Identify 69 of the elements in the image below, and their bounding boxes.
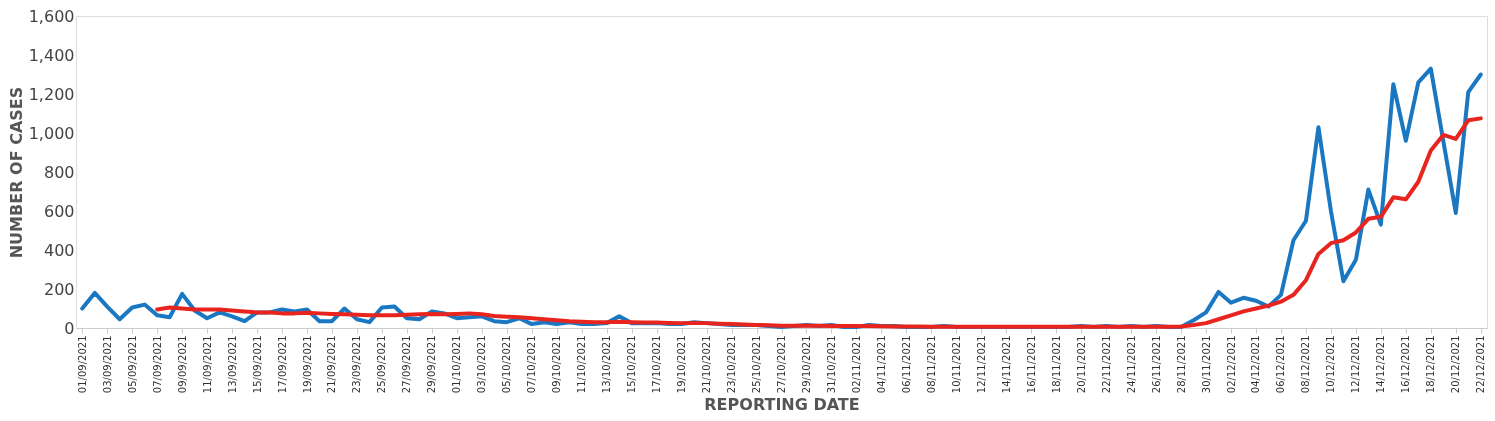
- x-tick-label: 25/10/2021: [751, 335, 763, 394]
- x-tick-label: 07/10/2021: [526, 335, 538, 394]
- x-tick-label: 17/10/2021: [651, 335, 663, 394]
- x-tick-label: 16/12/2021: [1400, 335, 1412, 394]
- y-tick-label: 200: [43, 279, 75, 299]
- y-tick-label: 0: [64, 318, 75, 338]
- x-tick-label: 23/10/2021: [726, 335, 738, 394]
- x-tick-label: 29/09/2021: [426, 335, 438, 394]
- x-tick-label: 08/11/2021: [925, 335, 937, 394]
- x-tick-label: 28/11/2021: [1175, 335, 1187, 394]
- y-tick-label: 400: [43, 240, 75, 260]
- x-tick-label: 05/10/2021: [501, 335, 513, 394]
- x-tick-label: 03/10/2021: [476, 335, 488, 394]
- x-tick-label: 01/10/2021: [451, 335, 463, 394]
- x-tick-label: 27/10/2021: [776, 335, 787, 394]
- x-axis-title: REPORTING DATE: [704, 395, 860, 415]
- x-tick-label: 02/11/2021: [850, 335, 862, 394]
- x-tick-label: 10/12/2021: [1325, 335, 1337, 394]
- line-series: [155, 116, 1483, 329]
- x-tick-label: 26/11/2021: [1150, 335, 1162, 394]
- x-tick-label: 08/12/2021: [1300, 335, 1312, 394]
- y-axis-title: NUMBER OF CASES: [6, 86, 26, 259]
- x-tick-label: 19/09/2021: [301, 335, 313, 394]
- x-tick-label: 21/09/2021: [326, 335, 338, 394]
- x-tick-label: 09/10/2021: [551, 335, 563, 394]
- x-tick-label: 31/10/2021: [825, 335, 837, 394]
- x-tick-label: 24/11/2021: [1125, 335, 1137, 394]
- x-tick-label: 03/09/2021: [101, 335, 113, 394]
- x-tick-label: 02/12/2021: [1225, 335, 1237, 394]
- x-tick-label: 27/09/2021: [401, 335, 413, 394]
- x-tick-label: 17/09/2021: [276, 335, 288, 394]
- y-tick-label: 600: [43, 201, 75, 221]
- x-tick-label: 18/12/2021: [1425, 335, 1437, 394]
- x-tick-label: 07/09/2021: [151, 335, 163, 394]
- y-tick-label: 1,400: [28, 45, 75, 65]
- x-tick-label: 09/09/2021: [176, 335, 188, 394]
- x-tick-label: 13/10/2021: [601, 335, 613, 394]
- x-tick-label: 25/09/2021: [376, 335, 388, 394]
- x-tick-label: 20/12/2021: [1450, 335, 1462, 394]
- x-tick-label: 14/12/2021: [1375, 335, 1387, 394]
- x-tick-label: 05/09/2021: [126, 335, 138, 394]
- x-tick-label: 19/10/2021: [676, 335, 688, 394]
- x-tick-label: 21/10/2021: [701, 335, 713, 394]
- y-tick-label: 1,200: [28, 84, 75, 104]
- y-tick-label: 1,000: [28, 123, 75, 143]
- x-tick-label: 01/09/2021: [76, 335, 88, 394]
- x-tick-label: 10/11/2021: [950, 335, 962, 394]
- x-tick-label: 12/11/2021: [975, 335, 987, 394]
- x-tick-label: 06/12/2021: [1275, 335, 1287, 394]
- x-tick-label: 04/11/2021: [875, 335, 887, 394]
- x-tick-label: 11/09/2021: [201, 335, 213, 394]
- x-tick-label: 15/09/2021: [251, 335, 263, 394]
- x-tick-label: 30/11/2021: [1200, 335, 1212, 394]
- x-tick-label: 06/11/2021: [900, 335, 912, 394]
- x-tick-label: 18/11/2021: [1050, 335, 1062, 394]
- x-tick-label: 23/09/2021: [351, 335, 363, 394]
- x-tick-label: 29/10/2021: [800, 335, 812, 394]
- x-tick-label: 04/12/2021: [1250, 335, 1262, 394]
- x-tick-label: 14/11/2021: [1000, 335, 1012, 394]
- y-tick-label: 800: [43, 162, 75, 182]
- x-tick-label: 22/11/2021: [1100, 335, 1112, 394]
- x-tick-label: 22/12/2021: [1475, 335, 1487, 394]
- x-tick-label: 15/10/2021: [626, 335, 638, 394]
- y-tick-label: 1,600: [28, 6, 75, 26]
- x-tick-label: 12/12/2021: [1350, 335, 1362, 394]
- x-tick-label: 13/09/2021: [226, 335, 238, 394]
- x-tick-label: 11/10/2021: [576, 335, 588, 394]
- x-tick-label: 20/11/2021: [1075, 335, 1087, 394]
- x-tick-label: 16/11/2021: [1025, 335, 1037, 394]
